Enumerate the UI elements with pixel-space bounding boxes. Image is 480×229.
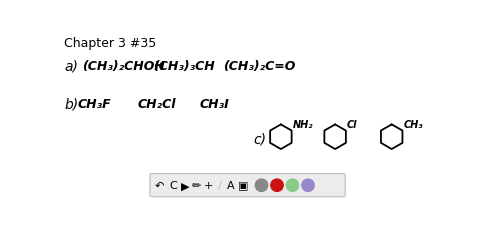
- Text: a): a): [65, 59, 79, 73]
- Text: +: +: [204, 180, 213, 190]
- Text: b): b): [65, 97, 79, 111]
- Circle shape: [271, 179, 283, 191]
- Text: C: C: [169, 180, 177, 190]
- Text: NH₂: NH₂: [292, 120, 313, 129]
- Text: ▶: ▶: [180, 180, 189, 190]
- Text: Chapter 3 #35: Chapter 3 #35: [64, 37, 156, 50]
- Text: CH₂Cl: CH₂Cl: [137, 98, 176, 111]
- Text: ↶: ↶: [155, 180, 164, 190]
- Text: CH₃: CH₃: [403, 120, 423, 129]
- Text: CH₃F: CH₃F: [77, 98, 111, 111]
- Text: ✏: ✏: [192, 180, 201, 190]
- Circle shape: [255, 179, 268, 191]
- Text: (CH₃)₂C=O: (CH₃)₂C=O: [223, 59, 295, 72]
- Text: /: /: [218, 180, 222, 190]
- FancyBboxPatch shape: [150, 174, 345, 197]
- Text: (CH₃)₂CHOH: (CH₃)₂CHOH: [82, 59, 165, 72]
- Text: ▣: ▣: [238, 180, 248, 190]
- Text: CH₃I: CH₃I: [200, 98, 229, 111]
- Text: (CH₃)₃CH: (CH₃)₃CH: [153, 59, 215, 72]
- Text: A: A: [227, 180, 234, 190]
- Circle shape: [286, 179, 299, 191]
- Text: Cl: Cl: [347, 120, 357, 129]
- Circle shape: [302, 179, 314, 191]
- Text: c): c): [254, 132, 267, 146]
